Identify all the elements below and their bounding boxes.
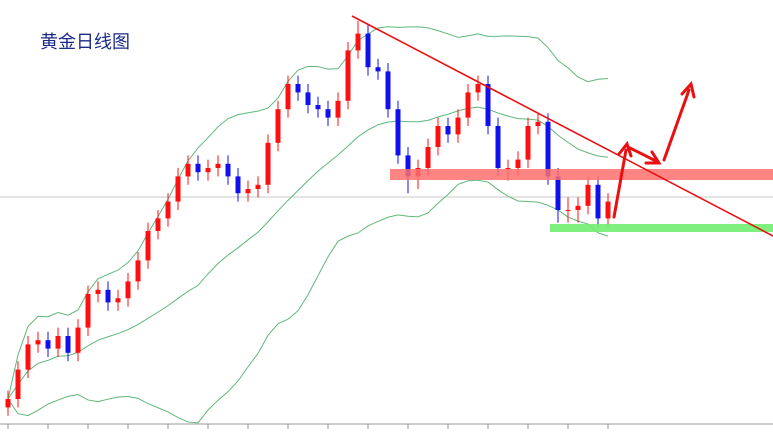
candle-body [195,163,201,173]
candle-body [575,205,581,210]
candle-body [115,298,121,303]
candle-body [65,336,71,353]
candle-body [215,163,221,168]
candle-body [265,142,271,185]
arrow-head [644,150,662,165]
candle-body [605,201,611,219]
candle-body [455,117,461,135]
candle-body [255,184,261,189]
candle-body [495,126,501,168]
candle-body [175,176,181,202]
arrow-segment [612,148,628,219]
candle-body [505,168,511,169]
resistance-zone [390,169,773,180]
bollinger-bands [7,26,609,424]
candle-body [165,201,171,219]
candle-body [535,121,541,126]
candle-body [245,189,251,194]
candle-body [15,369,21,399]
candle-body [75,327,81,353]
candle-body [555,176,561,210]
candle-body [225,163,231,177]
arrow-head [680,80,696,99]
candle-body [475,84,481,93]
bollinger-line [7,26,609,400]
candle-body [465,92,471,118]
arrow-head [617,140,633,158]
candle-body [185,163,191,177]
candle-body [515,159,521,168]
arrow-segment [662,88,691,162]
candle-body [545,121,551,177]
candle-body [95,289,101,294]
candle-body [145,231,151,261]
candle-body [595,184,601,219]
chart-title: 黄金日线图 [40,32,130,53]
candle-body [205,168,211,173]
candles [5,21,611,416]
candle-body [235,176,241,194]
candle-body [35,340,41,345]
arrow-segment [628,146,658,163]
candle-body [135,260,141,282]
candle-body [355,33,361,51]
candle-body [405,155,411,177]
candle-body [435,126,441,147]
forecast-arrows [612,80,696,219]
candle-body [395,109,401,156]
candle-body [565,210,571,211]
support-zone [550,224,773,232]
candle-body [85,294,91,328]
candle-body [335,100,341,118]
candle-body [305,92,311,105]
candle-body [485,84,491,126]
candle-body [365,33,371,68]
candle-body [155,218,161,231]
candle-body [45,340,51,349]
candle-body [285,84,291,110]
bollinger-line [7,106,609,400]
candle-body [315,105,321,110]
candle-body [125,281,131,299]
bollinger-line [7,179,609,424]
candle-body [25,344,31,370]
candle-body [5,399,11,408]
trend-line [351,15,773,237]
candle-body [425,147,431,168]
candle-body [295,84,301,93]
candle-body [525,126,531,160]
candle-body [325,109,331,118]
candle-body [585,184,591,206]
candle-body [105,289,111,303]
candle-body [375,67,381,72]
candle-body [345,50,351,101]
candle-body [55,336,61,349]
candle-body [275,109,281,143]
candle-body [385,71,391,110]
candle-body [445,126,451,135]
